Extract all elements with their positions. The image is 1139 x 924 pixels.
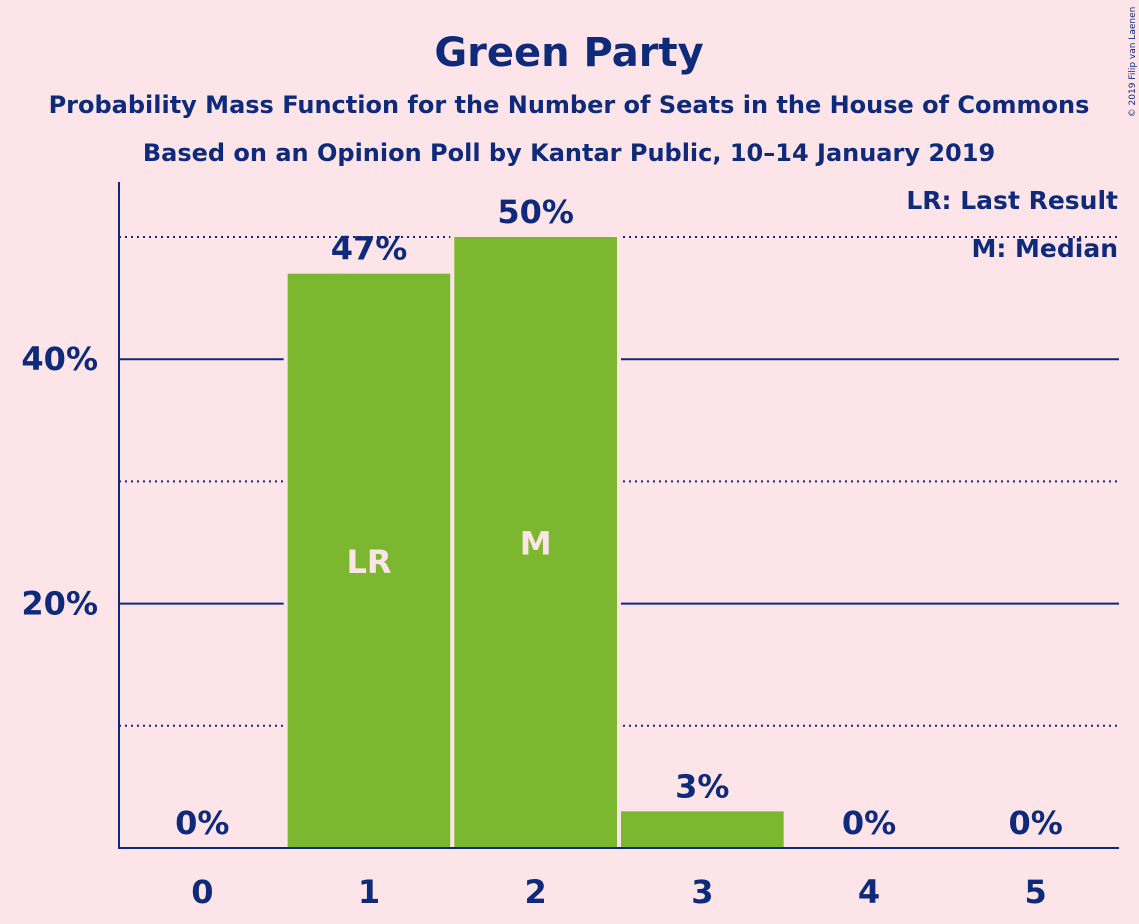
x-tick-label-1: 1 — [358, 873, 380, 911]
chart-subtitle-2: Based on an Opinion Poll by Kantar Publi… — [143, 139, 995, 167]
bar-3 — [621, 811, 784, 848]
value-label-0: 0% — [175, 804, 229, 842]
y-tick-label-1: 40% — [21, 340, 98, 378]
legend-median: M: Median — [971, 234, 1118, 263]
y-tick-label-0: 20% — [21, 585, 98, 623]
value-label-2: 50% — [497, 193, 574, 231]
bar-1 — [287, 273, 451, 848]
bar-2 — [454, 236, 617, 848]
bar-mark-M: M — [520, 524, 552, 562]
chart-title: Green Party — [434, 30, 703, 76]
bar-mark-LR: LR — [346, 543, 391, 581]
x-tick-label-4: 4 — [858, 873, 880, 911]
value-label-1: 47% — [331, 230, 408, 268]
chart-subtitle: Probability Mass Function for the Number… — [49, 91, 1090, 119]
x-tick-label-0: 0 — [191, 873, 213, 911]
x-tick-label-3: 3 — [691, 873, 713, 911]
bar-layer — [283, 235, 788, 848]
copyright: © 2019 Filip van Laenen — [1128, 7, 1138, 118]
value-label-5: 0% — [1009, 804, 1063, 842]
value-label-4: 0% — [842, 804, 896, 842]
legend-last-result: LR: Last Result — [906, 186, 1118, 215]
value-label-3: 3% — [675, 767, 729, 805]
x-tick-label-5: 5 — [1025, 873, 1047, 911]
x-tick-label-2: 2 — [525, 873, 547, 911]
